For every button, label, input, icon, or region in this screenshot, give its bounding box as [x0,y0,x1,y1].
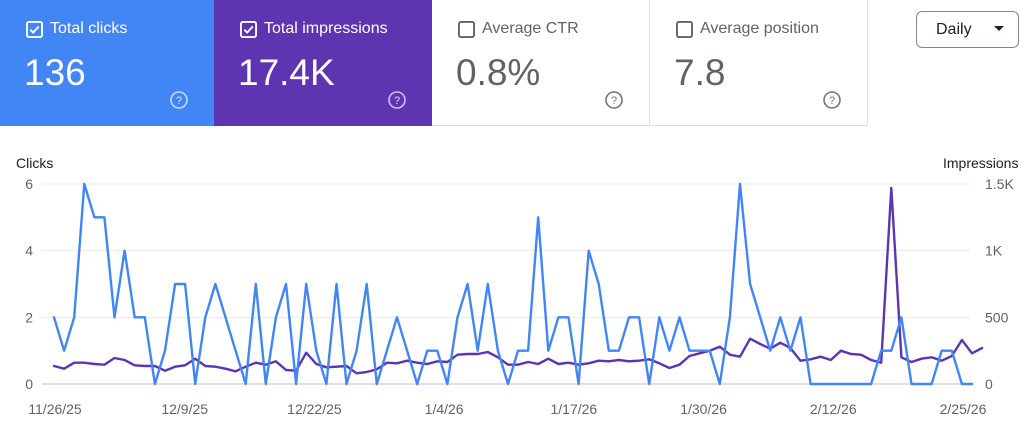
y-tick-label-right: 1K [985,243,1003,259]
y-tick-label-left: 0 [25,376,33,392]
y-tick-label-left: 2 [25,309,33,325]
metric-label: Total impressions [264,20,388,37]
svg-text:?: ? [829,95,835,107]
x-tick-label: 11/26/25 [28,401,82,417]
x-tick-label: 2/25/26 [940,401,987,417]
help-icon[interactable]: ? [170,91,188,109]
y-tick-label-left: 4 [25,243,33,259]
metric-header[interactable]: Total impressions [240,20,388,38]
checkbox-checked-icon[interactable] [26,20,43,38]
x-tick-label: 1/30/26 [680,401,727,417]
granularity-dropdown[interactable]: Daily [916,11,1019,48]
y-axis-label-right: Impressions [943,155,1018,171]
x-tick-label: 2/12/26 [810,401,857,417]
metric-value: 0.8% [456,52,541,93]
chevron-down-icon [994,26,1004,31]
metric-value: 136 [24,52,86,93]
help-icon[interactable]: ? [823,91,841,109]
x-tick-label: 1/17/26 [550,401,597,417]
metric-label: Total clicks [50,20,128,37]
metric-label: Average CTR [482,20,579,37]
x-tick-label: 12/22/25 [287,401,342,417]
svg-text:?: ? [394,95,400,107]
metric-header[interactable]: Total clicks [26,20,127,38]
metric-card-average-position[interactable]: Average position 7.8 ? [650,0,868,126]
help-icon[interactable]: ? [605,91,623,109]
metric-card-total-impressions[interactable]: Total impressions 17.4K ? [214,0,432,126]
metric-card-total-clicks[interactable]: Total clicks 136 ? [0,0,214,126]
metric-value: 7.8 [674,52,726,93]
x-tick-label: 12/9/25 [161,401,208,417]
checkbox-unchecked-icon[interactable] [458,20,475,38]
y-axis-label-left: Clicks [16,155,53,171]
metric-label: Average position [700,20,819,37]
metric-card-average-ctr[interactable]: Average CTR 0.8% ? [432,0,650,126]
y-tick-label-left: 6 [25,176,33,192]
impressions-series-line [52,186,984,375]
metric-header[interactable]: Average position [676,20,819,38]
help-icon[interactable]: ? [388,91,406,109]
metric-cards: Total clicks 136 ? Total impressions 17.… [0,0,870,126]
y-tick-label-right: 1.5K [985,176,1014,192]
y-tick-label-right: 0 [985,376,993,392]
y-tick-label-right: 500 [985,309,1009,325]
metric-header[interactable]: Average CTR [458,20,579,38]
x-tick-label: 1/4/26 [425,401,464,417]
granularity-value: Daily [936,20,972,38]
clicks-series-line [52,182,974,386]
svg-text:?: ? [176,95,182,107]
performance-chart: Clicks Impressions 0 0 2 500 4 1K 6 1.5K 11/26/2… [16,155,1018,417]
checkbox-unchecked-icon[interactable] [676,20,693,38]
metric-value: 17.4K [238,52,335,93]
checkbox-checked-icon[interactable] [240,20,257,38]
svg-text:?: ? [611,95,617,107]
